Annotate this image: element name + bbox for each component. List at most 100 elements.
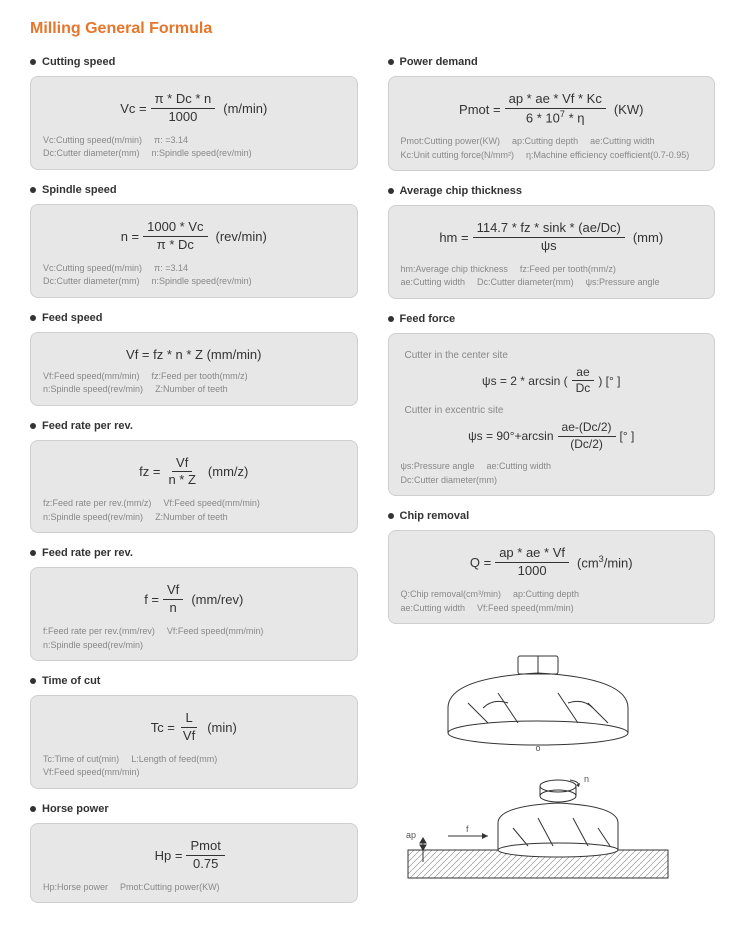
legend-item: Vf:Feed speed(mm/min) (43, 766, 140, 780)
legend-item: ψs:Pressure angle (401, 460, 475, 474)
formula-card: f =Vfn(mm/rev) f:Feed rate per rev.(mm/re… (30, 567, 358, 661)
legend-item: Vf:Feed speed(mm/min) (43, 370, 140, 384)
legend-item: ae:Cutting width (401, 602, 466, 616)
section: Power demand Pmot =ap * ae * Vf * Kc6 * 1… (388, 56, 716, 171)
legend: Hp:Horse power Pmot:Cutting power(KW) (43, 881, 345, 895)
formula: Pmot =ap * ae * Vf * Kc6 * 107 * η(KW) (401, 91, 703, 127)
legend-item: n:Spindle speed(rev/min) (43, 639, 143, 653)
formula: hm =114.7 * fz * sink * (ae/Dc)ψs(mm) (401, 220, 703, 255)
section-title: Time of cut (30, 675, 358, 687)
cutter-top-diagram: o (388, 648, 716, 758)
subhead: Cutter in excentric site (405, 405, 703, 416)
formula-card: Pmot =ap * ae * Vf * Kc6 * 107 * η(KW) Pm… (388, 76, 716, 171)
section: Feed rate per rev. fz =Vfn * Z(mm/z)fz:Fe… (30, 420, 358, 534)
section-title: Feed rate per rev. (30, 547, 358, 559)
section-title: Power demand (388, 56, 716, 68)
formula: Hp =Pmot0.75 (43, 838, 345, 873)
legend-item: ap:Cutting depth (512, 135, 578, 149)
legend-item: Vc:Cutting speed(m/min) (43, 134, 142, 148)
legend-item: Q:Chip removal(cm³/min) (401, 588, 502, 602)
section-title: Cutting speed (30, 56, 358, 68)
section: Cutting speedVc =π * Dc * n1000(m/min)Vc… (30, 56, 358, 170)
cutter-side-diagram: nfap (388, 768, 716, 898)
formula-card: Vf = fz * n * Z (mm/min) Vf:Feed speed(mm… (30, 332, 358, 406)
legend-item: π: =3.14 (154, 134, 188, 148)
formula: n =1000 * Vcπ * Dc(rev/min) (43, 219, 345, 254)
legend-item: ae:Cutting width (590, 135, 655, 149)
formula: Vf = fz * n * Z (mm/min) (43, 347, 345, 362)
legend-item: Pmot:Cutting power(KW) (120, 881, 220, 895)
svg-text:f: f (466, 824, 469, 834)
section-title: Feed force (388, 313, 716, 325)
legend: f:Feed rate per rev.(mm/rev) Vf:Feed spee… (43, 625, 345, 652)
legend-item: π: =3.14 (154, 262, 188, 276)
formula-card: Hp =Pmot0.75 Hp:Horse power Pmot:Cutting p… (30, 823, 358, 903)
section: Feed rate per rev. f =Vfn(mm/rev) f:Feed r… (30, 547, 358, 661)
legend-item: ae:Cutting width (486, 460, 551, 474)
formula-card: Cutter in the center site ψs = 2 * arcsin… (388, 333, 716, 496)
legend-item: η:Machine efficiency coefficient(0.7-0.9… (526, 149, 689, 163)
section-title: Average chip thickness (388, 185, 716, 197)
formula-card: n =1000 * Vcπ * Dc(rev/min) Vc:Cutting sp… (30, 204, 358, 298)
legend-item: Vf:Feed speed(mm/min) (167, 625, 264, 639)
section-title: Horse power (30, 803, 358, 815)
formula-card: fz =Vfn * Z(mm/z)fz:Feed rate per rev.(m… (30, 440, 358, 534)
svg-text:ap: ap (406, 830, 416, 840)
formula: f =Vfn(mm/rev) (43, 582, 345, 617)
legend-item: Z:Number of teeth (155, 383, 228, 397)
legend: Pmot:Cutting power(KW) ap:Cutting depth ae… (401, 135, 703, 162)
section-title: Spindle speed (30, 184, 358, 196)
legend: hm:Average chip thicknessfz:Feed per too… (401, 263, 703, 290)
columns: Cutting speedVc =π * Dc * n1000(m/min)Vc… (30, 56, 715, 917)
legend: fz:Feed rate per rev.(mm/z)Vf:Feed speed… (43, 497, 345, 524)
formula: Q =ap * ae * Vf1000(cm3/min) (401, 545, 703, 580)
left-column: Cutting speedVc =π * Dc * n1000(m/min)Vc… (30, 56, 358, 917)
page-title: Milling General Formula (30, 20, 715, 38)
subhead: Cutter in the center site (405, 350, 703, 361)
section: Average chip thickness hm =114.7 * fz * s… (388, 185, 716, 299)
legend-item: Dc:Cutter diameter(mm) (43, 147, 140, 161)
legend-item: ae:Cutting width (401, 276, 466, 290)
legend-item: Vf:Feed speed(mm/min) (477, 602, 574, 616)
legend-item: Tc:Time of cut(min) (43, 753, 119, 767)
legend-item: fz:Feed rate per rev.(mm/z) (43, 497, 151, 511)
legend-item: Dc:Cutter diameter(mm) (401, 474, 498, 488)
legend-item: Pmot:Cutting power(KW) (401, 135, 501, 149)
legend-item: n:Spindle speed(rev/min) (152, 275, 252, 289)
legend: Vc:Cutting speed(m/min) π: =3.14 Dc:Cutter… (43, 134, 345, 161)
legend-item: hm:Average chip thickness (401, 263, 508, 277)
legend-item: Z:Number of teeth (155, 511, 228, 525)
formula: Vc =π * Dc * n1000(m/min) (43, 91, 345, 126)
legend: Vc:Cutting speed(m/min) π: =3.14 Dc:Cutter… (43, 262, 345, 289)
legend-item: Hp:Horse power (43, 881, 108, 895)
section-title: Feed speed (30, 312, 358, 324)
legend-item: n:Spindle speed(rev/min) (152, 147, 252, 161)
section: Spindle speed n =1000 * Vcπ * Dc(rev/min)… (30, 184, 358, 298)
section: Chip removal Q =ap * ae * Vf1000(cm3/min)… (388, 510, 716, 624)
section-title: Chip removal (388, 510, 716, 522)
legend-item: Dc:Cutter diameter(mm) (477, 276, 574, 290)
legend-item: Dc:Cutter diameter(mm) (43, 275, 140, 289)
legend-item: f:Feed rate per rev.(mm/rev) (43, 625, 155, 639)
right-column: Power demand Pmot =ap * ae * Vf * Kc6 * 1… (388, 56, 716, 917)
formula: ψs = 2 * arcsin (aeDc) [° ] (401, 365, 703, 397)
legend-item: Kc:Unit cutting force(N/mm²) (401, 149, 515, 163)
legend-item: Vc:Cutting speed(m/min) (43, 262, 142, 276)
legend: ψs:Pressure angle ae:Cutting widthDc:Cutt… (401, 460, 703, 487)
legend: Vf:Feed speed(mm/min) fz:Feed per tooth(m… (43, 370, 345, 397)
legend: Tc:Time of cut(min) L:Length of feed(mm)V… (43, 753, 345, 780)
section: Feed force Cutter in the center site ψs = … (388, 313, 716, 496)
formula: Tc =LVf(min) (43, 710, 345, 745)
legend: Q:Chip removal(cm³/min)ap:Cutting deptha… (401, 588, 703, 615)
legend-item: L:Length of feed(mm) (131, 753, 217, 767)
section: Horse power Hp =Pmot0.75 Hp:Horse power Pmo… (30, 803, 358, 903)
svg-text:o: o (535, 743, 540, 753)
formula-card: Vc =π * Dc * n1000(m/min) Vc:Cutting spee… (30, 76, 358, 170)
formula: ψs = 90°+arcsinae-(Dc/2)(Dc/2)[° ] (401, 420, 703, 452)
legend-item: ψs:Pressure angle (586, 276, 660, 290)
formula-card: hm =114.7 * fz * sink * (ae/Dc)ψs(mm) hm:… (388, 205, 716, 299)
legend-item: fz:Feed per tooth(mm/z) (152, 370, 248, 384)
section-title: Feed rate per rev. (30, 420, 358, 432)
section: Feed speed Vf = fz * n * Z (mm/min) Vf:Fee… (30, 312, 358, 406)
section: Time of cut Tc =LVf(min) Tc:Time of cut(mi… (30, 675, 358, 789)
